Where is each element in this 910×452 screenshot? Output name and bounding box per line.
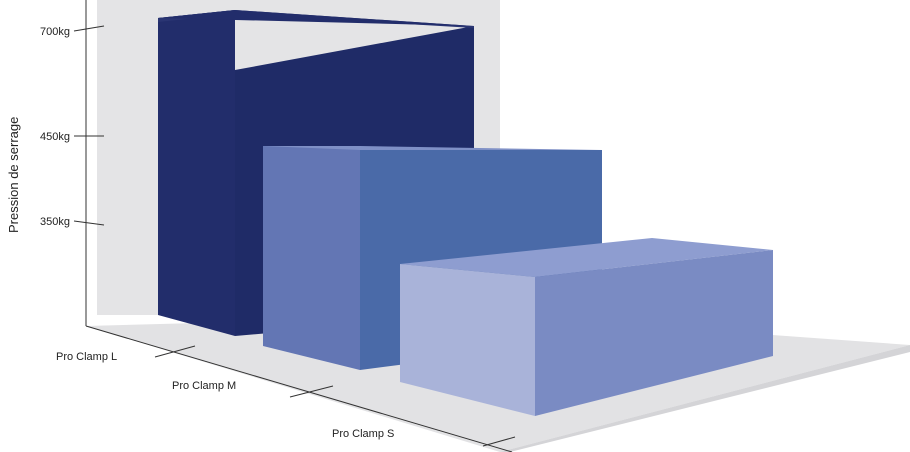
bar-pro-clamp-s	[400, 238, 773, 416]
bar-pro-clamp-l-top-face	[158, 10, 474, 26]
x-tick-label-pro-clamp-m: Pro Clamp M	[172, 380, 236, 392]
y-tick-label-350: 350kg	[40, 216, 70, 228]
bar-pro-clamp-s-side	[535, 250, 773, 416]
y-axis-label: Pression de serrage	[6, 117, 21, 233]
bar-pro-clamp-m-top	[263, 146, 602, 150]
x-tick-pro-clamp-l	[154, 345, 196, 358]
bar-pro-clamp-s-top	[400, 238, 773, 277]
y-tick-700	[73, 25, 105, 32]
bar-pro-clamp-s-front	[400, 264, 535, 416]
bar-pro-clamp-m-front	[263, 146, 360, 370]
y-tick-label-700: 700kg	[40, 26, 70, 38]
x-tick-label-pro-clamp-l: Pro Clamp L	[56, 351, 117, 363]
floor-edge	[500, 345, 910, 452]
y-tick-350	[73, 220, 105, 226]
x-tick-pro-clamp-s	[482, 436, 516, 447]
x-tick-label-pro-clamp-s: Pro Clamp S	[332, 428, 394, 440]
y-tick-label-450: 450kg	[40, 131, 70, 143]
bar-pro-clamp-l-front	[158, 10, 235, 336]
x-tick-pro-clamp-m	[289, 385, 334, 398]
x-axis	[85, 325, 513, 452]
